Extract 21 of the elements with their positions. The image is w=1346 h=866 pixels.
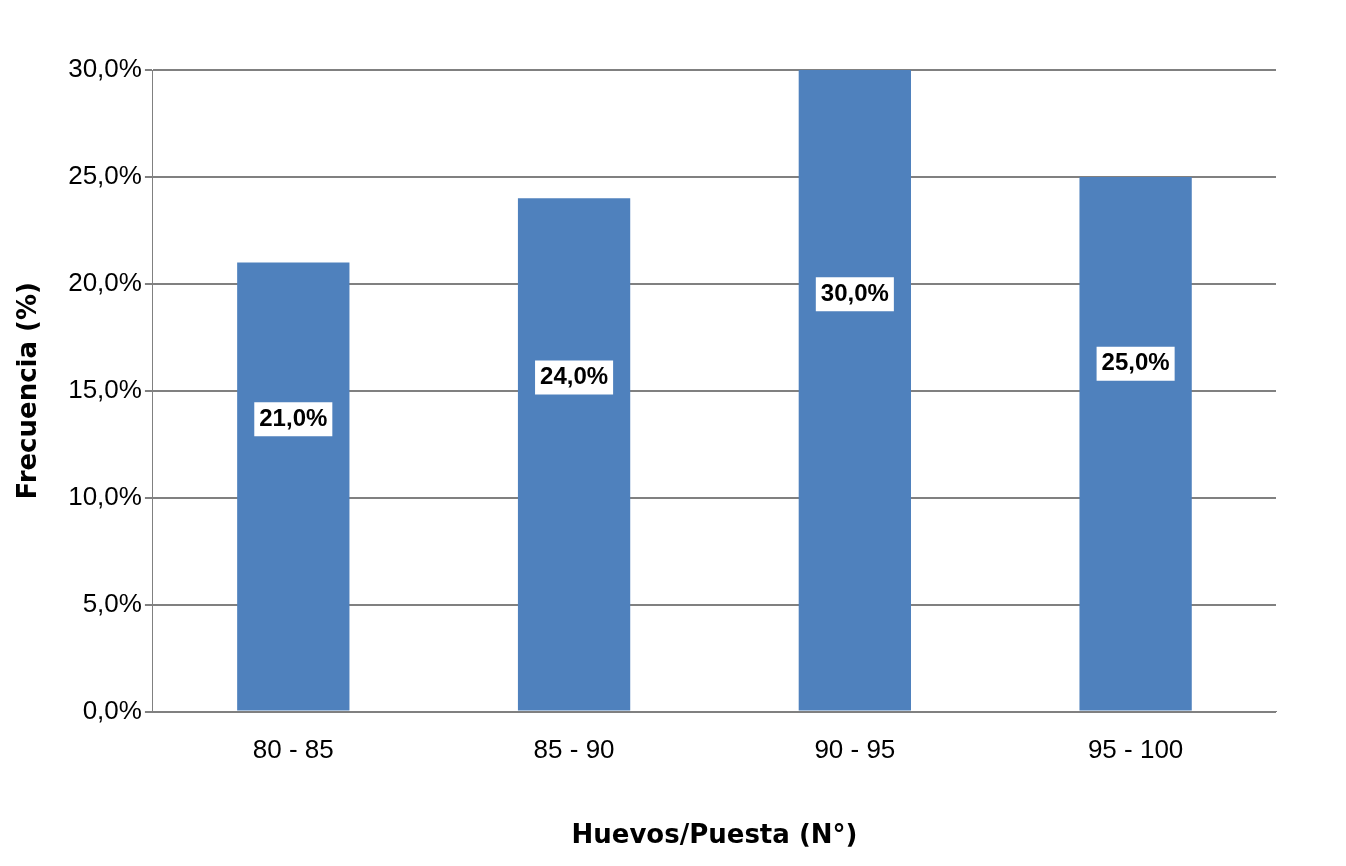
bar <box>1079 176 1192 711</box>
bar <box>237 262 350 711</box>
data-label: 21,0% <box>259 403 328 431</box>
y-axis-title: Frecuencia (%) <box>12 282 43 500</box>
bar <box>517 198 631 711</box>
x-tick-label: 95 - 100 <box>1087 734 1184 765</box>
y-tick-label: 25,0% <box>68 160 142 191</box>
y-tick-label: 10,0% <box>68 480 142 511</box>
x-tick-label: 80 - 85 <box>252 734 334 765</box>
data-label: 24,0% <box>540 362 609 390</box>
y-tick-label: 20,0% <box>68 267 142 298</box>
y-tick-label: 15,0% <box>68 373 142 404</box>
x-tick-label: 85 - 90 <box>533 734 615 765</box>
x-axis-title: Huevos/Puesta (N°) <box>571 819 858 850</box>
data-label: 25,0% <box>1101 348 1170 376</box>
y-tick-label: 0,0% <box>82 694 142 725</box>
y-tick-label: 30,0% <box>68 53 142 84</box>
bar <box>798 70 911 711</box>
x-tick-label: 90 - 95 <box>814 734 896 765</box>
y-tick-label: 5,0% <box>82 587 142 618</box>
data-label: 30,0% <box>820 278 889 306</box>
